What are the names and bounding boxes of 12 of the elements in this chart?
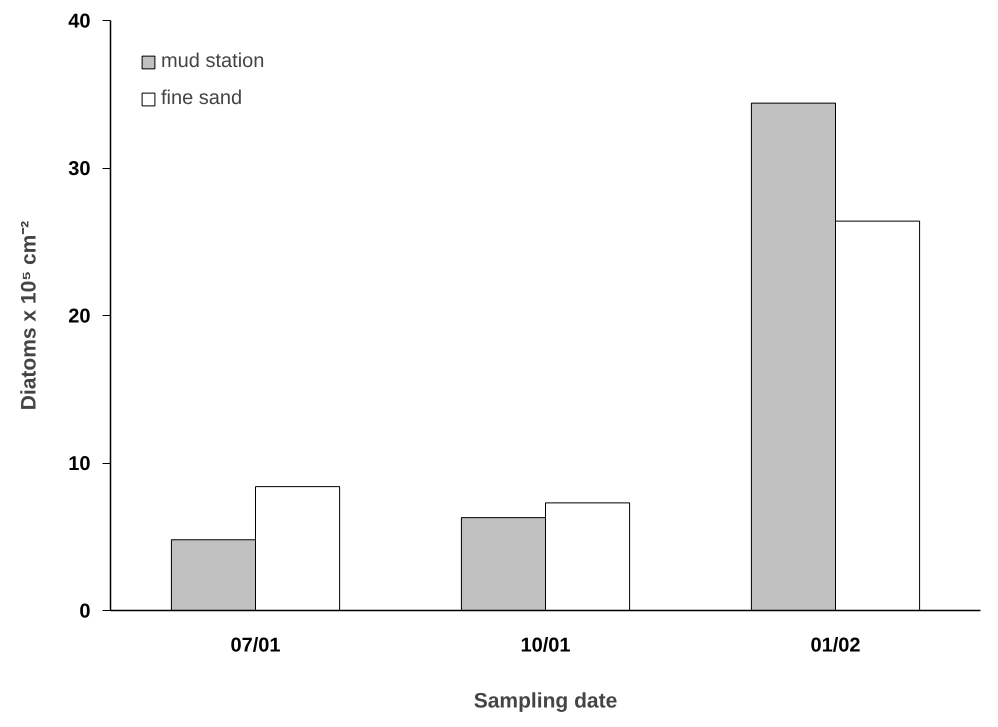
y-tick-label: 10 (68, 453, 91, 475)
y-tick-label: 20 (68, 306, 91, 328)
x-tick-label: 07/01 (230, 634, 281, 656)
y-tick-label: 30 (68, 158, 91, 180)
x-axis-title: Sampling date (474, 690, 618, 712)
legend-label: fine sand (161, 87, 242, 110)
x-tick-label: 01/02 (810, 634, 861, 656)
y-tick-label: 0 (79, 600, 90, 622)
x-tick-label: 10/01 (520, 634, 571, 656)
y-axis-title: Diatoms x 10⁵ cm⁻² (17, 220, 40, 410)
y-tick-label: 40 (68, 10, 91, 32)
legend-label: mud station (161, 50, 264, 73)
